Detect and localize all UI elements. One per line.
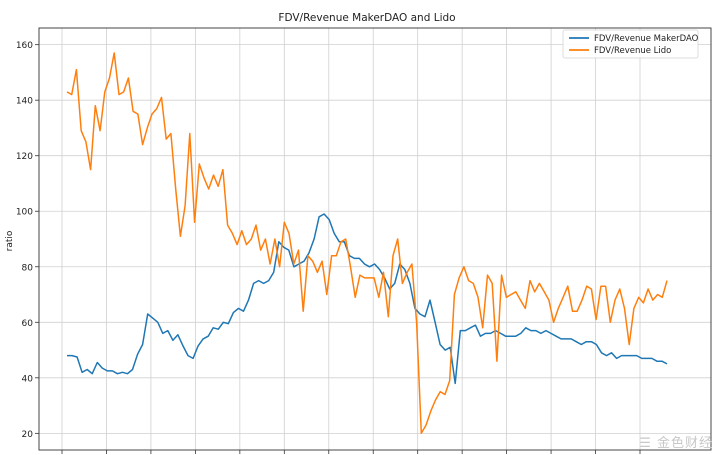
grid — [39, 28, 711, 450]
legend: FDV/Revenue MakerDAO FDV/Revenue Lido — [562, 29, 699, 59]
y-tick-label: 40 — [22, 374, 34, 384]
y-tick-label: 120 — [16, 152, 33, 162]
series-line-makerdao — [67, 213, 668, 385]
y-tick-label: 160 — [16, 41, 33, 51]
series-line-lido — [66, 52, 668, 435]
watermark-logo: ☰ 金色财经 — [639, 436, 713, 451]
y-tick-label: 100 — [16, 208, 33, 218]
y-axis-label: ratio — [5, 230, 15, 251]
plot-frame — [38, 27, 712, 451]
y-tick-label: 20 — [22, 430, 34, 440]
y-tick-label: 80 — [22, 263, 34, 273]
legend-box — [562, 29, 699, 59]
y-tick-label: 60 — [22, 319, 34, 329]
series-group — [66, 52, 668, 435]
chart-title: FDV/Revenue MakerDAO and Lido — [278, 12, 455, 24]
legend-label-makerdao: FDV/Revenue MakerDAO — [594, 34, 699, 44]
legend-label-lido: FDV/Revenue Lido — [594, 46, 671, 56]
axes: 20 40 60 80 100 120 140 160 — [16, 27, 712, 454]
y-tick-label: 140 — [16, 97, 33, 107]
